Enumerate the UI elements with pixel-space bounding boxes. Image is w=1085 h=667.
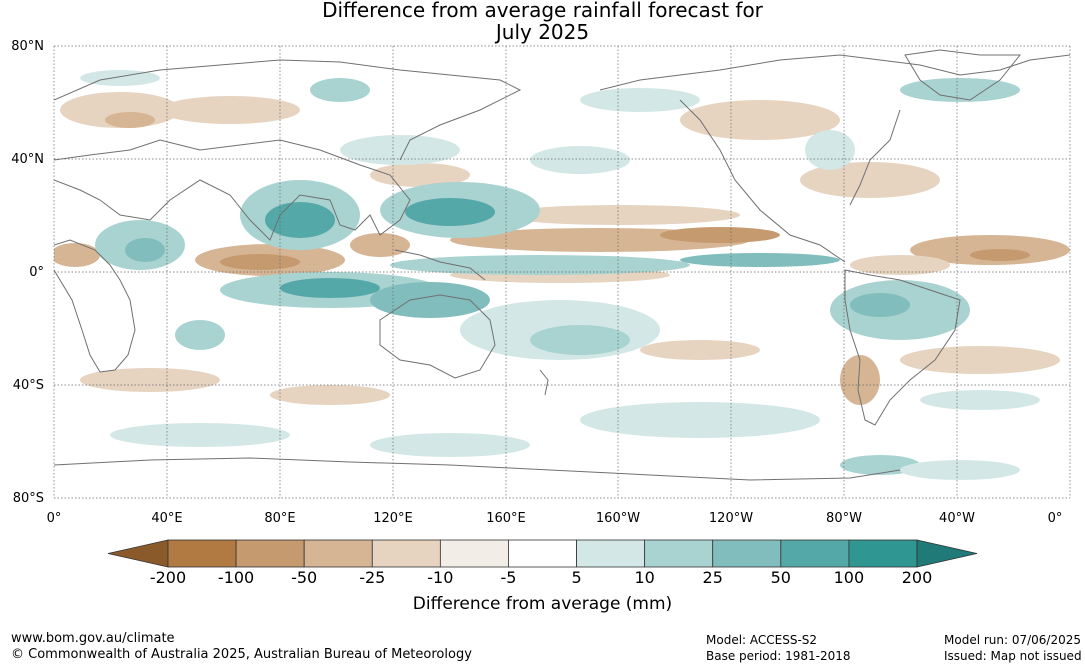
legend-swatch xyxy=(303,539,373,568)
legend-tick-label: -50 xyxy=(291,568,318,587)
lat-label-80s: 80°S xyxy=(12,491,44,506)
lon-label-120e: 120°E xyxy=(373,511,413,526)
coastlines xyxy=(54,49,1070,481)
legend-swatch xyxy=(371,539,441,568)
lon-label-160w: 160°W xyxy=(595,511,641,526)
legend-tick-label: -200 xyxy=(149,568,187,587)
legend-swatch xyxy=(644,539,714,568)
footer-copyright: © Commonwealth of Australia 2025, Austra… xyxy=(11,647,472,662)
lat-label-0: 0° xyxy=(29,265,44,280)
legend-arrow-high xyxy=(916,539,978,568)
legend-colorbar xyxy=(107,539,978,568)
lat-label-40n: 40°N xyxy=(11,152,44,167)
legend-swatch xyxy=(167,539,237,568)
legend-tick-label: -100 xyxy=(217,568,255,587)
graticule xyxy=(53,45,1071,499)
lon-label-0-right: 0° xyxy=(1047,511,1063,526)
legend-tick-label: 50 xyxy=(770,568,791,587)
lat-label-80n: 80°N xyxy=(11,39,44,54)
footer-issued: Issued: Map not issued xyxy=(944,649,1082,663)
legend-arrow-low xyxy=(107,539,169,568)
legend-tick-label: 10 xyxy=(634,568,655,587)
footer-model: Model: ACCESS-S2 xyxy=(706,633,818,647)
legend-tick-label: 5 xyxy=(571,568,582,587)
lon-label-80w: 80°W xyxy=(826,511,862,526)
rainfall-map xyxy=(53,45,1071,499)
legend-swatch xyxy=(576,539,646,568)
legend-tick-label: -25 xyxy=(359,568,386,587)
legend-swatch xyxy=(712,539,782,568)
legend-swatch xyxy=(439,539,509,568)
lon-label-120w: 120°W xyxy=(708,511,754,526)
legend-tick-label: -5 xyxy=(500,568,517,587)
footer-base-period: Base period: 1981-2018 xyxy=(706,649,851,663)
legend-swatch xyxy=(508,539,577,568)
lon-label-0-left: 0° xyxy=(46,511,62,526)
map-title-line1: Difference from average rainfall forecas… xyxy=(322,0,763,22)
rainfall-anomaly-shading xyxy=(54,70,1070,480)
legend-title: Difference from average (mm) xyxy=(412,594,673,614)
lon-label-160e: 160°E xyxy=(486,511,526,526)
legend-swatch xyxy=(780,539,850,568)
legend-tick-label: -10 xyxy=(427,568,454,587)
lon-label-40w: 40°W xyxy=(939,511,975,526)
lon-label-40e: 40°E xyxy=(151,511,183,526)
lat-label-40s: 40°S xyxy=(12,378,44,393)
lon-label-80e: 80°E xyxy=(264,511,296,526)
legend-tick-label: 100 xyxy=(833,568,865,587)
legend-swatch xyxy=(848,539,918,568)
footer-url: www.bom.gov.au/climate xyxy=(11,631,175,646)
legend-swatch xyxy=(235,539,305,568)
footer-model-run: Model run: 07/06/2025 xyxy=(944,633,1082,647)
legend-tick-label: 200 xyxy=(901,568,933,587)
map-title-line2: July 2025 xyxy=(495,20,590,44)
legend-tick-label: 25 xyxy=(702,568,723,587)
